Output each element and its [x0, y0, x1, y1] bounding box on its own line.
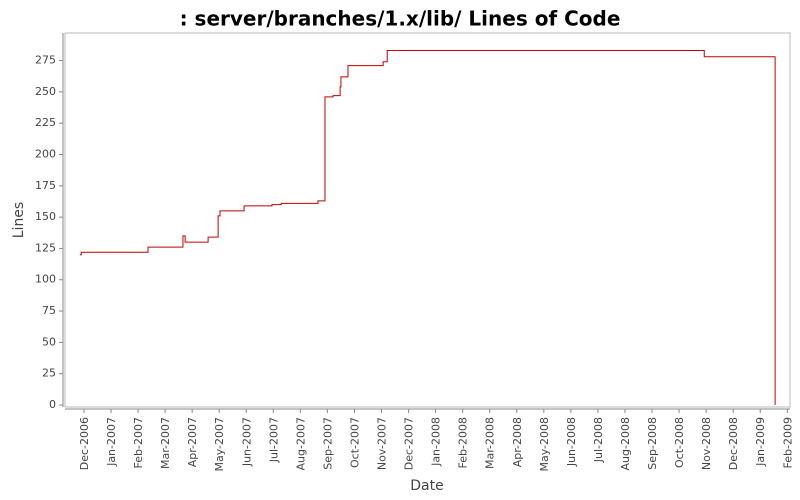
- x-tick-label: Jan-2008: [430, 417, 443, 467]
- x-tick-label: Feb-2009: [781, 417, 794, 468]
- x-tick-label: Aug-2008: [619, 417, 632, 470]
- x-tick-label: Oct-2007: [348, 417, 361, 468]
- y-tick-label: 150: [35, 210, 56, 223]
- y-tick-label: 0: [49, 398, 56, 411]
- y-tick-label: 200: [35, 147, 56, 160]
- x-tick-label: Dec-2007: [403, 417, 416, 470]
- x-axis-label: Date: [410, 478, 443, 494]
- x-tick-label: May-2008: [538, 417, 551, 472]
- x-tick-label: May-2007: [213, 417, 226, 472]
- plot-area: [64, 32, 791, 408]
- x-tick-label: Jan-2007: [105, 417, 118, 467]
- chart-title: : server/branches/1.x/lib/ Lines of Code: [180, 7, 621, 31]
- y-tick-label: 25: [42, 367, 56, 380]
- x-tick-label: Jul-2007: [267, 417, 280, 463]
- y-tick-label: 75: [42, 304, 56, 317]
- x-tick-label: Dec-2006: [78, 417, 91, 470]
- y-tick-label: 100: [35, 273, 56, 286]
- x-tick-label: Mar-2007: [159, 417, 172, 469]
- x-tick-label: Feb-2007: [132, 417, 145, 468]
- x-tick-label: Nov-2007: [376, 417, 389, 470]
- x-tick-label: Apr-2007: [186, 417, 199, 467]
- data-line: [79, 50, 776, 405]
- x-tick-label: Feb-2008: [457, 417, 470, 468]
- x-tick-label: Sep-2007: [321, 417, 334, 470]
- x-tick-label: Dec-2008: [727, 417, 740, 470]
- x-tick-label: Jun-2008: [565, 417, 578, 467]
- y-tick-label: 225: [35, 116, 56, 129]
- x-tick-label: Jul-2008: [592, 417, 605, 463]
- x-tick-label: Aug-2007: [294, 417, 307, 470]
- y-tick-label: 50: [42, 335, 56, 348]
- x-tick-label: Nov-2008: [700, 417, 713, 470]
- y-axis-label: Lines: [11, 202, 27, 238]
- x-tick-label: Apr-2008: [511, 417, 524, 467]
- x-tick-label: Oct-2008: [673, 417, 686, 468]
- x-tick-label: Sep-2008: [646, 417, 659, 470]
- x-tick-label: Jun-2007: [240, 417, 253, 467]
- y-tick-label: 175: [35, 179, 56, 192]
- x-tick-label: Jan-2009: [754, 417, 767, 467]
- y-tick-label: 275: [35, 54, 56, 67]
- y-tick-label: 250: [35, 85, 56, 98]
- y-tick-label: 125: [35, 241, 56, 254]
- x-tick-label: Mar-2008: [484, 417, 497, 469]
